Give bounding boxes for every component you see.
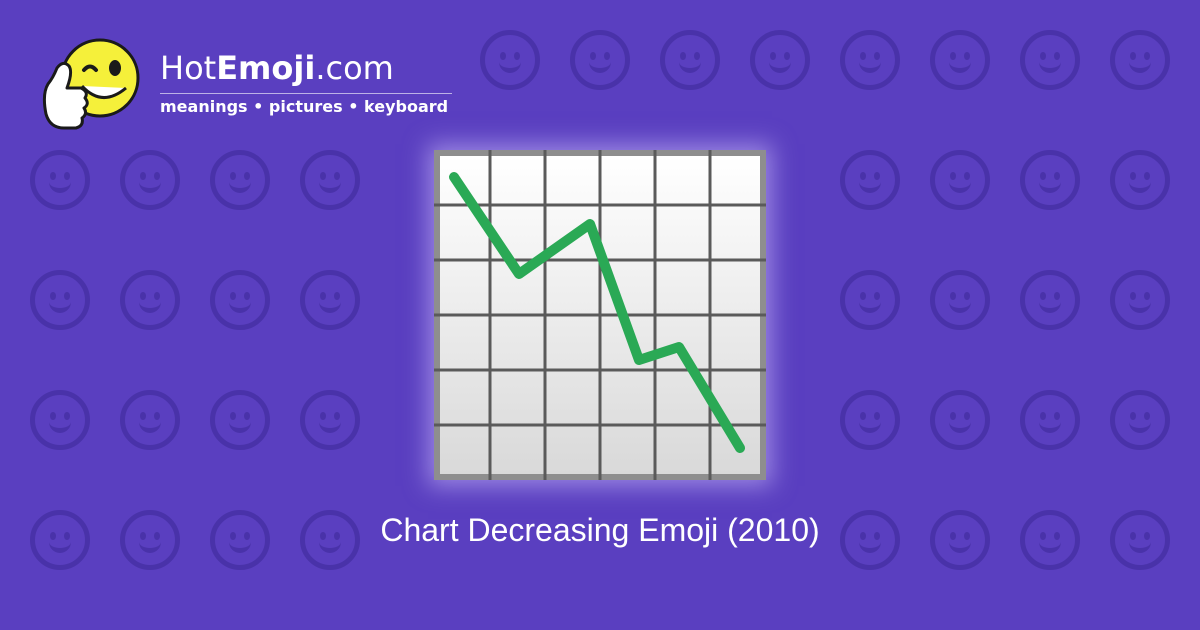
background-emoji-icon	[300, 510, 360, 570]
background-emoji-icon	[30, 270, 90, 330]
emoji-caption: Chart Decreasing Emoji (2010)	[380, 512, 820, 548]
background-emoji-icon	[1110, 150, 1170, 210]
background-emoji-icon	[30, 150, 90, 210]
background-emoji-icon	[120, 270, 180, 330]
background-emoji-icon	[840, 150, 900, 210]
background-emoji-icon	[120, 150, 180, 210]
background-emoji-icon	[120, 390, 180, 450]
background-emoji-icon	[1020, 150, 1080, 210]
background-emoji-icon	[30, 510, 90, 570]
background-emoji-icon	[930, 510, 990, 570]
background-emoji-icon	[930, 270, 990, 330]
background-emoji-icon	[1020, 510, 1080, 570]
background-emoji-icon	[840, 270, 900, 330]
background-emoji-icon	[570, 30, 630, 90]
background-emoji-icon	[930, 30, 990, 90]
background-emoji-icon	[660, 30, 720, 90]
background-emoji-icon	[1110, 30, 1170, 90]
site-logo[interactable]: HotEmoji.com meanings • pictures • keybo…	[38, 32, 468, 132]
background-emoji-icon	[210, 510, 270, 570]
chart-decreasing-emoji-image	[434, 150, 766, 480]
background-emoji-icon	[210, 270, 270, 330]
background-emoji-icon	[840, 30, 900, 90]
background-emoji-icon	[930, 390, 990, 450]
brand-divider	[160, 93, 452, 94]
background-emoji-icon	[210, 390, 270, 450]
background-emoji-icon	[300, 150, 360, 210]
background-emoji-icon	[840, 510, 900, 570]
background-emoji-icon	[300, 270, 360, 330]
winking-thumbs-up-face-icon	[42, 38, 140, 130]
chart-decreasing-icon	[434, 150, 766, 480]
background-emoji-icon	[930, 150, 990, 210]
brand-tagline: meanings • pictures • keyboard	[160, 97, 449, 116]
background-emoji-icon	[1020, 30, 1080, 90]
background-emoji-icon	[750, 30, 810, 90]
background-emoji-icon	[1110, 390, 1170, 450]
background-emoji-icon	[840, 390, 900, 450]
background-emoji-icon	[210, 150, 270, 210]
background-emoji-icon	[1110, 270, 1170, 330]
background-emoji-icon	[120, 510, 180, 570]
background-emoji-icon	[1020, 270, 1080, 330]
background-emoji-icon	[30, 390, 90, 450]
decreasing-trend-line	[449, 172, 745, 453]
background-emoji-icon	[1020, 390, 1080, 450]
background-emoji-icon	[1110, 510, 1170, 570]
background-emoji-icon	[480, 30, 540, 90]
brand-name: HotEmoji.com	[160, 49, 394, 87]
background-emoji-icon	[300, 390, 360, 450]
